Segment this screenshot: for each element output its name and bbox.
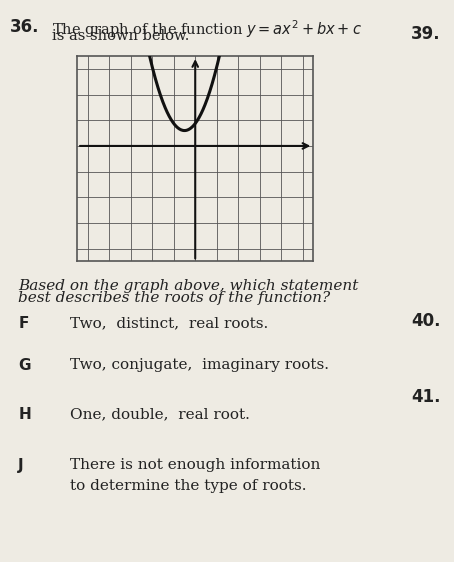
Text: Two, conjugate,  imaginary roots.: Two, conjugate, imaginary roots. bbox=[70, 358, 329, 372]
Text: There is not enough information
to determine the type of roots.: There is not enough information to deter… bbox=[70, 458, 321, 493]
Text: Two,  distinct,  real roots.: Two, distinct, real roots. bbox=[70, 316, 269, 330]
Text: is as shown below.: is as shown below. bbox=[52, 29, 190, 43]
Text: H: H bbox=[18, 407, 31, 423]
Text: 39.: 39. bbox=[411, 25, 440, 43]
Text: J: J bbox=[18, 458, 24, 473]
Text: 41.: 41. bbox=[411, 388, 440, 406]
Text: 36.: 36. bbox=[10, 18, 39, 36]
Text: 40.: 40. bbox=[411, 312, 440, 330]
Text: F: F bbox=[18, 316, 29, 332]
Text: best describes the roots of the function?: best describes the roots of the function… bbox=[18, 291, 331, 305]
Text: One, double,  real root.: One, double, real root. bbox=[70, 407, 250, 422]
Text: Based on the graph above, which statement: Based on the graph above, which statemen… bbox=[18, 279, 359, 293]
Text: G: G bbox=[18, 358, 31, 373]
Text: The graph of the function $y = ax^2 + bx + c$: The graph of the function $y = ax^2 + bx… bbox=[52, 18, 362, 40]
